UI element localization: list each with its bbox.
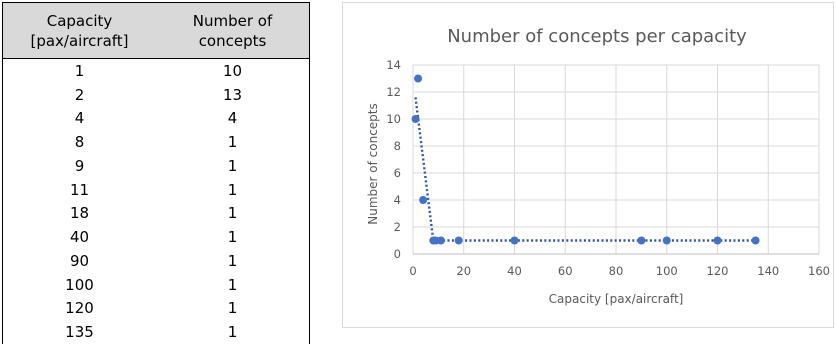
cell-number-of-concepts: 1	[156, 154, 310, 178]
cell-number-of-concepts: 1	[156, 320, 310, 344]
y-axis-title: Number of concepts	[366, 103, 380, 225]
cell-number-of-concepts: 1	[156, 297, 310, 321]
data-point	[414, 75, 422, 83]
y-tick-label: 0	[394, 247, 401, 261]
cell-number-of-concepts: 1	[156, 130, 310, 154]
header-number-of-concepts: Number of concepts	[156, 3, 310, 59]
y-tick-label: 14	[386, 58, 401, 72]
cell-number-of-concepts: 1	[156, 225, 310, 249]
y-tick-label: 10	[386, 112, 401, 126]
x-tick-label: 0	[409, 264, 416, 278]
chart-area: Number of concepts per capacity 0 2 4 6 8 10 1…	[342, 2, 834, 328]
x-axis-tick-labels: 0 20 40 60 80 100 120 140 160	[409, 264, 830, 278]
chart-title: Number of concepts per capacity	[447, 26, 747, 47]
chart-grid	[413, 65, 819, 254]
cell-capacity: 40	[3, 225, 157, 249]
x-tick-label: 60	[558, 264, 573, 278]
data-point	[663, 237, 671, 245]
x-tick-label: 140	[757, 264, 779, 278]
x-tick-label: 100	[656, 264, 678, 278]
cell-number-of-concepts: 1	[156, 178, 310, 202]
cell-number-of-concepts: 1	[156, 273, 310, 297]
cell-capacity: 9	[3, 154, 157, 178]
cell-capacity: 100	[3, 273, 157, 297]
cell-number-of-concepts: 4	[156, 107, 310, 131]
data-point	[752, 237, 760, 245]
data-point	[511, 237, 519, 245]
y-tick-label: 12	[386, 85, 401, 99]
data-point	[714, 237, 722, 245]
cell-capacity: 120	[3, 297, 157, 321]
x-tick-label: 160	[808, 264, 830, 278]
data-point	[412, 115, 420, 123]
y-tick-label: 4	[394, 193, 401, 207]
x-tick-label: 40	[507, 264, 522, 278]
cell-capacity: 2	[3, 83, 157, 107]
cell-capacity: 4	[3, 107, 157, 131]
table-header-row: Capacity [pax/aircraft] Number of concep…	[3, 3, 310, 59]
x-tick-label: 80	[609, 264, 624, 278]
y-tick-label: 6	[394, 166, 401, 180]
cell-capacity: 18	[3, 202, 157, 226]
capacity-table: Capacity [pax/aircraft] Number of concep…	[2, 2, 310, 344]
header-capacity: Capacity [pax/aircraft]	[3, 3, 157, 59]
scatter-chart: Number of concepts per capacity 0 2 4 6 8 10 1…	[343, 3, 833, 327]
cell-number-of-concepts: 1	[156, 249, 310, 273]
y-tick-label: 8	[394, 139, 401, 153]
cell-number-of-concepts: 13	[156, 83, 310, 107]
x-tick-label: 120	[707, 264, 729, 278]
cell-number-of-concepts: 10	[156, 59, 310, 83]
data-point	[455, 237, 463, 245]
cell-capacity: 8	[3, 130, 157, 154]
cell-capacity: 1	[3, 59, 157, 83]
capacity-table-container: Capacity [pax/aircraft] Number of concep…	[2, 2, 312, 338]
cell-capacity: 11	[3, 178, 157, 202]
cell-capacity: 90	[3, 249, 157, 273]
cell-number-of-concepts: 1	[156, 202, 310, 226]
x-tick-label: 20	[456, 264, 471, 278]
cell-capacity: 135	[3, 320, 157, 344]
data-point	[419, 196, 427, 204]
data-point	[637, 237, 645, 245]
y-axis-tick-labels: 0 2 4 6 8 10 12 14	[386, 58, 401, 261]
data-point	[437, 237, 445, 245]
y-tick-label: 2	[394, 220, 401, 234]
x-axis-title: Capacity [pax/aircraft]	[549, 292, 684, 306]
